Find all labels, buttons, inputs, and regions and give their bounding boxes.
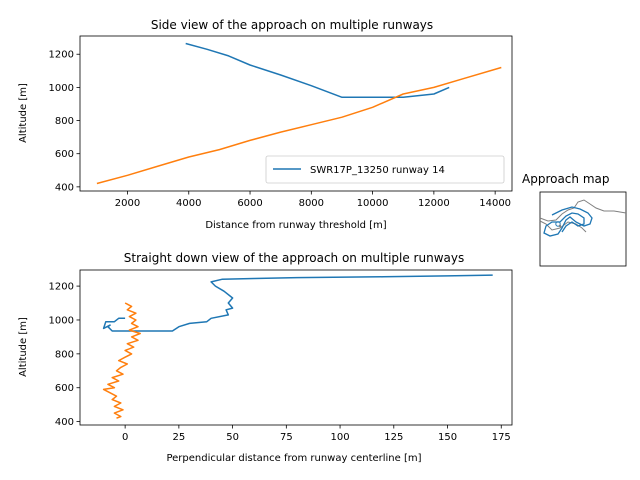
side-view-x-tick-label: 4000: [176, 198, 201, 209]
approach-map-runway-marker: [558, 224, 562, 228]
side-view-y-tick-label: 1000: [49, 83, 74, 94]
straight-down-view-x-tick-label: 50: [226, 432, 239, 443]
straight-down-view-x-tick-label: 125: [384, 432, 403, 443]
straight-down-view-x-tick-label: 75: [280, 432, 293, 443]
side-view-y-tick-label: 800: [55, 116, 74, 127]
approach-map-title: Approach map: [522, 172, 610, 186]
straight-down-view-title: Straight down view of the approach on mu…: [124, 251, 464, 265]
straight-down-view-x-tick-label: 25: [172, 432, 185, 443]
straight-down-view-y-tick-label: 600: [55, 383, 74, 394]
approach-map-frame: [539, 191, 627, 267]
straight-down-view-x-tick-label: 100: [331, 432, 350, 443]
legend-box: [265, 155, 505, 184]
straight-down-view-y-tick-label: 400: [55, 417, 74, 428]
straight-down-view-x-tick-label: 0: [122, 432, 128, 443]
side-view-xlabel: Distance from runway threshold [m]: [205, 220, 386, 231]
approach-map-track-line: [543, 206, 593, 237]
straight-down-view-y-tick-label: 800: [55, 349, 74, 360]
side-view-plot-frame: [79, 35, 513, 192]
approach-map-road-line: [539, 199, 627, 222]
legend-label: SWR17P_13250 runway 14: [310, 165, 445, 176]
approach-map: Approach map: [522, 172, 627, 267]
side-view-y-tick-label: 600: [55, 149, 74, 160]
straight-down-view-x-tick-label: 175: [492, 432, 511, 443]
straight-down-view-series-0-line: [102, 274, 493, 332]
side-view-ylabel: Altitude [m]: [18, 83, 29, 143]
side-view-x-tick-label: 10000: [357, 198, 389, 209]
side-view-x-tick-label: 8000: [299, 198, 324, 209]
approach-map-track-marker: [555, 221, 561, 227]
straight-down-view-xlabel: Perpendicular distance from runway cente…: [166, 453, 421, 464]
side-view-x-tick-label: 6000: [237, 198, 262, 209]
side-view-x-tick-label: 12000: [418, 198, 450, 209]
straight-down-view-plot-frame: [79, 269, 513, 426]
side-view-chart: Side view of the approach on multiple ru…: [18, 18, 513, 231]
straight-down-view-chart: Straight down view of the approach on mu…: [18, 251, 513, 464]
straight-down-view-x-tick-label: 150: [438, 432, 457, 443]
side-view-y-tick-label: 400: [55, 182, 74, 193]
straight-down-view-series-1-line: [102, 302, 141, 419]
straight-down-view-y-tick-label: 1000: [49, 315, 74, 326]
side-view-x-tick-label: 2000: [115, 198, 140, 209]
straight-down-view-y-tick-label: 1200: [49, 282, 74, 293]
legend: SWR17P_13250 runway 14: [265, 155, 505, 184]
side-view-x-tick-label: 14000: [479, 198, 511, 209]
side-view-series-1-line: [96, 66, 502, 185]
straight-down-view-ylabel: Altitude [m]: [18, 317, 29, 377]
side-view-y-tick-label: 1200: [49, 50, 74, 61]
side-view-series-0-line: [185, 42, 450, 99]
side-view-title: Side view of the approach on multiple ru…: [151, 18, 433, 32]
